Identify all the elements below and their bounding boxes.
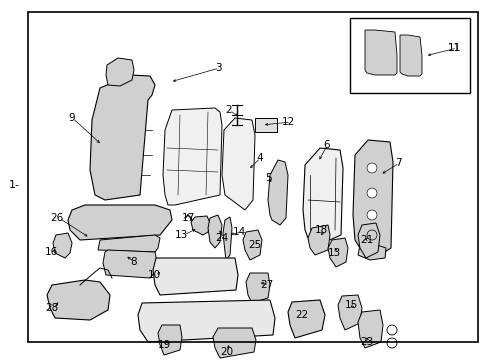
Text: 22: 22 (294, 310, 307, 320)
Polygon shape (267, 160, 287, 225)
Polygon shape (357, 310, 382, 348)
Circle shape (366, 210, 376, 220)
Polygon shape (245, 273, 269, 303)
Text: 27: 27 (260, 280, 273, 290)
Polygon shape (98, 235, 160, 252)
Text: 13: 13 (327, 248, 341, 258)
Polygon shape (327, 238, 347, 267)
Text: 14: 14 (232, 227, 246, 237)
Text: 5: 5 (264, 173, 271, 183)
Text: 13: 13 (175, 230, 188, 240)
Text: 24: 24 (215, 233, 228, 243)
Polygon shape (223, 217, 231, 260)
Polygon shape (399, 35, 421, 76)
Text: 19: 19 (158, 340, 171, 350)
Polygon shape (68, 205, 172, 240)
Polygon shape (106, 58, 134, 86)
Text: 10: 10 (148, 270, 161, 280)
Polygon shape (243, 230, 262, 260)
Text: 21: 21 (359, 235, 372, 245)
Text: 11: 11 (447, 43, 460, 53)
Polygon shape (287, 300, 325, 338)
Polygon shape (213, 328, 256, 358)
Text: 16: 16 (45, 247, 58, 257)
Text: 12: 12 (282, 117, 295, 127)
Polygon shape (364, 30, 396, 75)
Text: 25: 25 (247, 240, 261, 250)
Polygon shape (352, 140, 392, 255)
Polygon shape (103, 250, 157, 278)
Polygon shape (222, 118, 254, 210)
Text: 3: 3 (215, 63, 221, 73)
Text: 17: 17 (182, 213, 195, 223)
Circle shape (366, 188, 376, 198)
Text: 15: 15 (345, 300, 358, 310)
Polygon shape (47, 280, 110, 320)
Polygon shape (153, 258, 238, 295)
Text: 7: 7 (394, 158, 401, 168)
Polygon shape (307, 225, 329, 255)
Polygon shape (337, 295, 361, 330)
Text: 18: 18 (314, 225, 327, 235)
Polygon shape (303, 148, 342, 242)
Polygon shape (163, 108, 222, 205)
Text: 23: 23 (359, 337, 372, 347)
Polygon shape (357, 223, 379, 258)
Polygon shape (357, 244, 385, 260)
Circle shape (386, 338, 396, 348)
Text: 2: 2 (224, 105, 231, 115)
Bar (349, 18, 469, 93)
Circle shape (366, 163, 376, 173)
Text: 11: 11 (447, 43, 460, 53)
Polygon shape (158, 325, 182, 355)
Polygon shape (138, 300, 274, 342)
Text: 1-: 1- (8, 180, 20, 190)
Text: 26: 26 (50, 213, 63, 223)
Bar (254, 118, 276, 132)
Text: 6: 6 (323, 140, 329, 150)
Text: 8: 8 (130, 257, 136, 267)
Circle shape (366, 230, 376, 240)
Text: 28: 28 (45, 303, 58, 313)
Polygon shape (53, 233, 72, 258)
Circle shape (386, 325, 396, 335)
Polygon shape (191, 216, 209, 235)
Text: 4: 4 (256, 153, 262, 163)
Text: 9: 9 (68, 113, 75, 123)
Polygon shape (90, 75, 155, 200)
Text: 20: 20 (220, 347, 233, 357)
Polygon shape (207, 215, 222, 248)
